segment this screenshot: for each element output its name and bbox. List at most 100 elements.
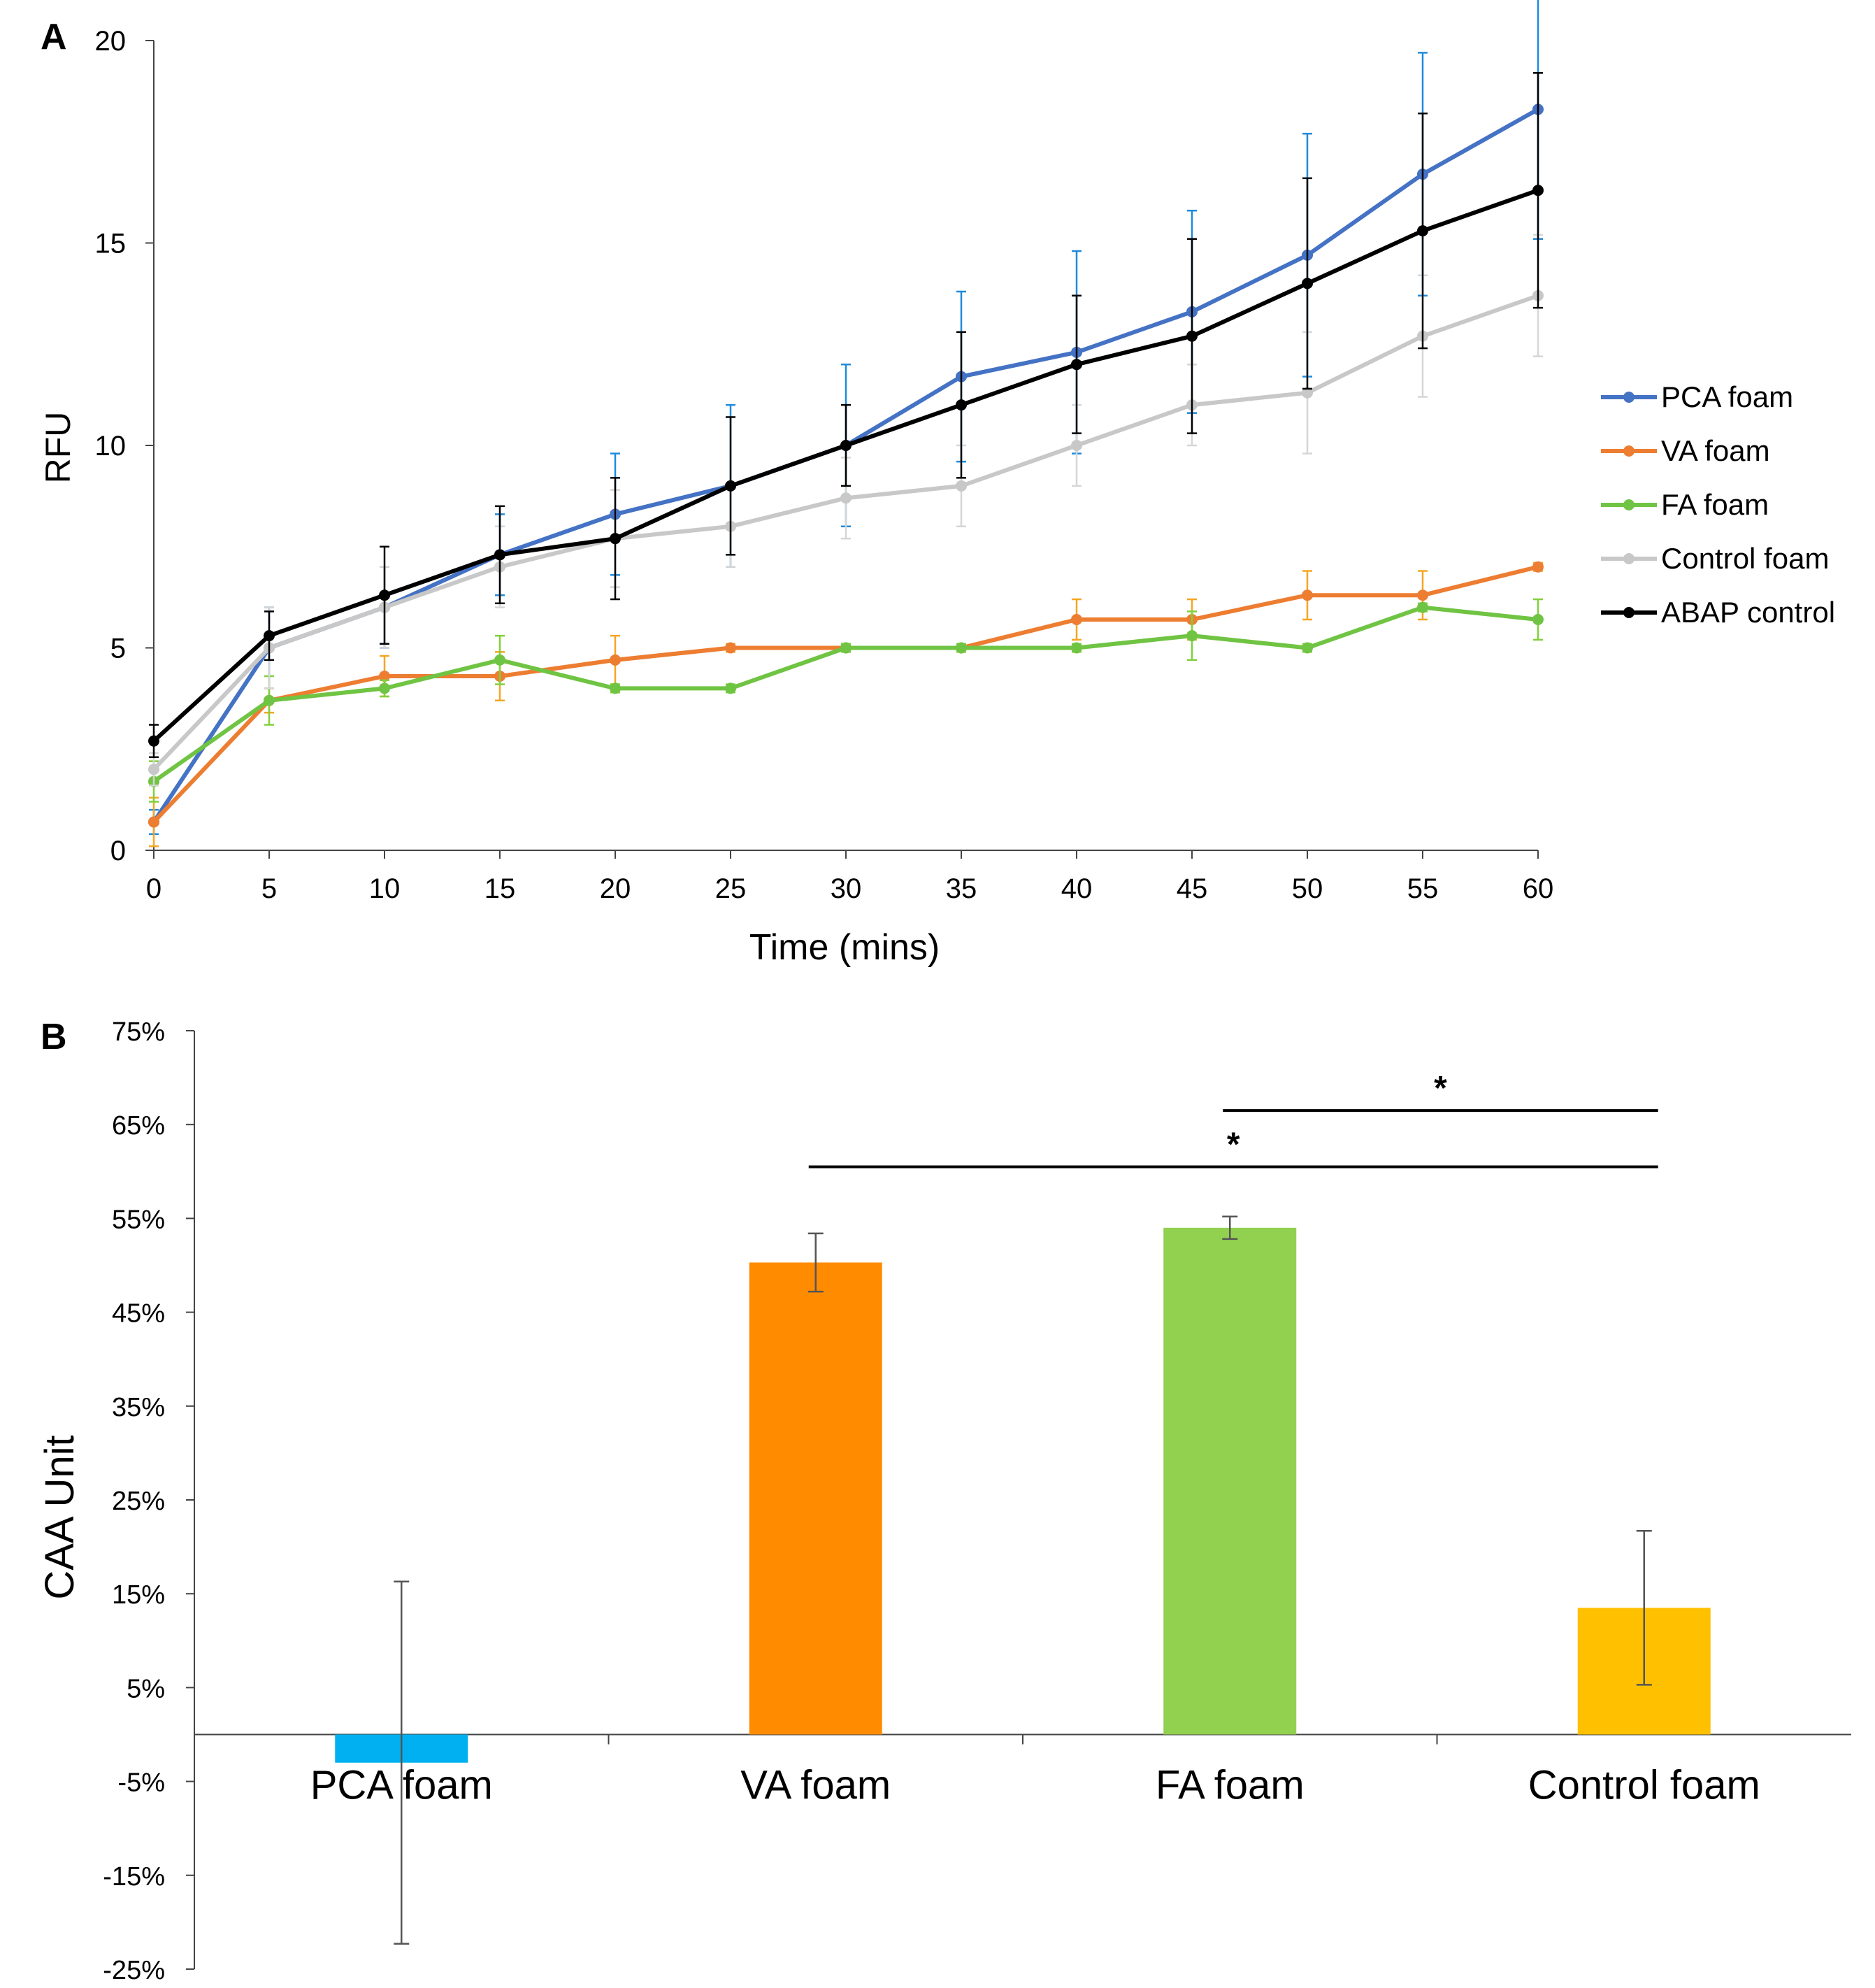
legend-marker — [1623, 499, 1635, 510]
legend-label: ABAP control — [1661, 596, 1835, 629]
panel-a-x-tick-label: 60 — [1523, 873, 1554, 904]
panel-a-x-tick-label: 10 — [369, 873, 401, 904]
legend-marker — [1623, 607, 1635, 618]
data-point — [956, 399, 967, 411]
legend-item: PCA foam — [1601, 380, 1793, 413]
panel-b-y-tick-label: -5% — [117, 1768, 165, 1798]
panel-b-y-tick-label: -15% — [103, 1862, 165, 1892]
legend-label: VA foam — [1661, 434, 1770, 467]
data-point — [1071, 613, 1082, 625]
panel-b-y-axis-label: CAA Unit — [37, 1435, 82, 1599]
data-point — [1417, 601, 1428, 613]
data-point — [1532, 613, 1544, 625]
data-point — [1071, 440, 1082, 451]
panel-b-category-label: VA foam — [740, 1763, 891, 1808]
bar — [1163, 1227, 1297, 1735]
data-point — [379, 589, 390, 601]
legend-item: FA foam — [1601, 488, 1769, 521]
panel-b-y-tick-label: 75% — [112, 1017, 165, 1047]
bar — [749, 1262, 882, 1735]
panel-a-label: A — [41, 17, 67, 57]
legend-item: VA foam — [1601, 434, 1770, 467]
significance-star: * — [1227, 1127, 1240, 1164]
data-point — [1071, 642, 1082, 654]
panel-a-x-tick-label: 40 — [1061, 873, 1093, 904]
panel-a-x-tick-label: 5 — [261, 873, 277, 904]
panel-a-y-tick-label: 5 — [110, 634, 126, 664]
significance-bracket: * — [1223, 1070, 1658, 1113]
panel-a-x-axis-label: Time (mins) — [749, 927, 940, 968]
panel-a-y-tick-label: 20 — [95, 26, 127, 57]
legend-label: Control foam — [1661, 542, 1829, 575]
data-point — [1302, 589, 1313, 601]
legend-item: ABAP control — [1601, 596, 1835, 629]
data-point — [148, 816, 159, 828]
series-abap-control — [148, 72, 1544, 759]
data-point — [610, 682, 621, 694]
panel-a-x-tick-label: 50 — [1292, 873, 1323, 904]
data-point — [1532, 185, 1544, 196]
panel-a-legend: PCA foam VA foam FA foam Control foam ABAP c… — [1601, 380, 1835, 629]
data-point — [725, 480, 736, 492]
panel-a-tick-labels: 0 5 10 15 20 0 5 10 15 20 25 30 35 40 45 50 55 60 — [95, 26, 1554, 904]
data-point — [148, 735, 159, 747]
legend-label: PCA foam — [1661, 380, 1793, 413]
data-point — [379, 682, 390, 694]
panel-b-y-tick-label: 45% — [112, 1299, 165, 1329]
data-point — [1532, 561, 1544, 573]
panel-a-y-tick-label: 0 — [110, 836, 126, 866]
series-control-foam — [148, 234, 1544, 787]
significance-bracket: * — [808, 1127, 1658, 1168]
series-fa-foam — [148, 598, 1544, 803]
data-point — [1071, 359, 1082, 371]
data-point — [725, 642, 736, 654]
panel-a-axes — [145, 40, 1539, 859]
panel-a-y-axis-label: RFU — [38, 412, 78, 484]
panel-a-x-tick-label: 55 — [1407, 873, 1439, 904]
panel-a-x-tick-label: 25 — [715, 873, 747, 904]
data-point — [840, 642, 852, 654]
panel-b-axes — [186, 1030, 1851, 1970]
legend-marker — [1623, 445, 1635, 457]
panel-b-category-label: FA foam — [1156, 1763, 1305, 1808]
bar-group — [749, 1232, 882, 1735]
data-point — [610, 533, 621, 545]
legend-item: Control foam — [1601, 542, 1829, 575]
panel-b-label: B — [41, 1017, 67, 1057]
panel-a-y-tick-label: 15 — [95, 229, 127, 259]
panel-b-y-tick-label: 15% — [112, 1580, 165, 1610]
panel-a-y-tick-label: 10 — [95, 431, 127, 462]
significance-star: * — [1434, 1070, 1447, 1107]
panel-b-tick-labels: 75%65%55%45%35%25%15%5%-5%-15%-25%PCA fo… — [103, 1017, 1760, 1985]
data-point — [840, 440, 852, 451]
panel-a-x-tick-label: 20 — [600, 873, 631, 904]
data-point — [1417, 225, 1428, 237]
panel-b-bars — [335, 1215, 1711, 1945]
data-point — [956, 480, 967, 492]
data-point — [840, 492, 852, 504]
panel-a-x-tick-label: 30 — [831, 873, 862, 904]
data-point — [725, 682, 736, 694]
legend-marker — [1623, 553, 1635, 564]
data-point — [264, 694, 275, 706]
data-point — [1302, 278, 1313, 289]
panel-a-x-tick-label: 45 — [1177, 873, 1208, 904]
data-point — [264, 630, 275, 642]
data-point — [494, 549, 505, 561]
series-line — [152, 605, 1539, 784]
panel-b-y-tick-label: 35% — [112, 1393, 165, 1422]
legend-marker — [1623, 392, 1635, 403]
panel-a-x-tick-label: 0 — [146, 873, 161, 904]
panel-b-y-tick-label: 5% — [127, 1674, 165, 1703]
bar-group — [1577, 1530, 1711, 1735]
legend-label: FA foam — [1661, 488, 1769, 521]
data-point — [494, 654, 505, 666]
bar-group — [335, 1580, 468, 1945]
panel-b-y-tick-label: 55% — [112, 1205, 165, 1234]
panel-b-y-tick-label: -25% — [103, 1956, 165, 1985]
panel-b-y-tick-label: 65% — [112, 1111, 165, 1140]
data-point — [956, 642, 967, 654]
panel-b-category-label: Control foam — [1528, 1763, 1760, 1808]
panel-a-x-tick-label: 15 — [484, 873, 516, 904]
